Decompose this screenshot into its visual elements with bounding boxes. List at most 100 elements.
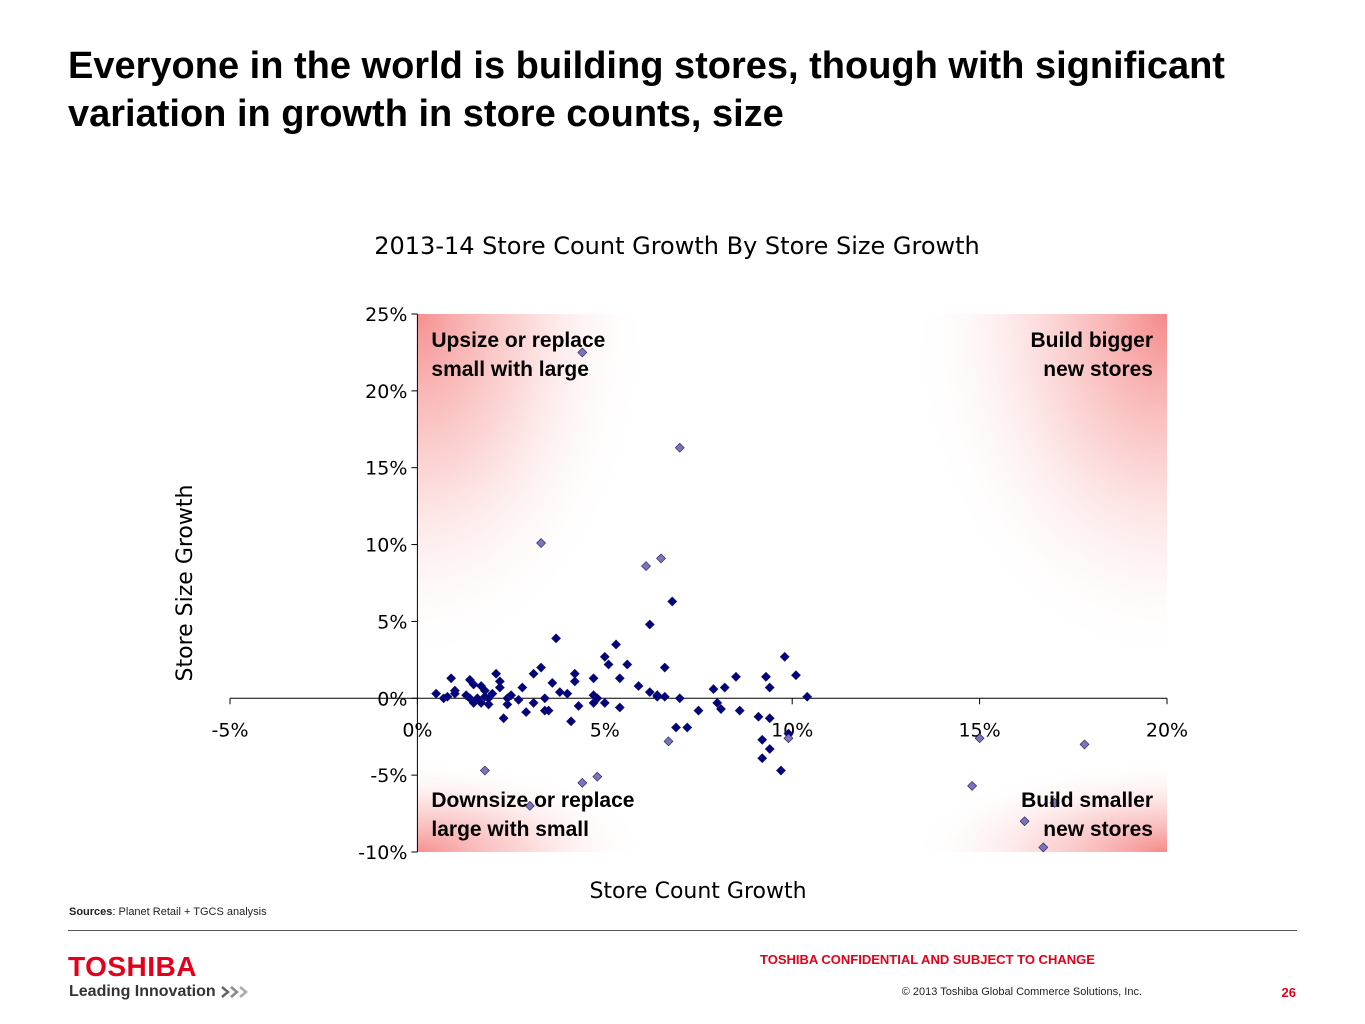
data-point-retailers — [734, 705, 745, 716]
data-point-retailers — [764, 713, 775, 724]
chevrons-icon — [220, 986, 248, 998]
data-point-retailers — [468, 679, 479, 690]
sources-note: Sources: Planet Retail + TGCS analysis — [69, 906, 267, 918]
data-point-retailers — [614, 702, 625, 713]
data-point-retailers — [536, 662, 547, 673]
data-point-retailers — [502, 699, 513, 710]
tagline-text: Leading Innovation — [69, 983, 216, 1000]
data-point-retailers — [716, 704, 726, 714]
data-point-retailers — [708, 684, 719, 694]
confidential-notice: TOSHIBA CONFIDENTIAL AND SUBJECT TO CHAN… — [760, 952, 1095, 967]
data-point-retailers — [757, 734, 768, 745]
data-point-retailers — [513, 694, 524, 705]
data-points — [431, 347, 1090, 853]
data-point-retailers — [764, 682, 775, 693]
data-point-outliers — [1019, 816, 1030, 827]
x-tick-label: 10% — [771, 719, 813, 741]
data-point-retailers — [674, 693, 685, 704]
toshiba-logo: TOSHIBA — [68, 951, 197, 982]
data-point-retailers — [498, 713, 509, 724]
data-point-retailers — [554, 687, 565, 698]
data-point-retailers — [599, 651, 610, 662]
quadrant-top-right — [908, 314, 1167, 668]
quadrant-label-bottom-right: new stores — [1043, 818, 1153, 841]
y-tick-label: 20% — [365, 381, 407, 403]
data-point-retailers — [671, 722, 681, 733]
data-point-outliers — [536, 538, 547, 548]
data-point-outliers — [577, 777, 588, 788]
data-point-retailers — [539, 693, 550, 704]
data-point-retailers — [764, 744, 775, 754]
quadrant-label-top-right: new stores — [1043, 358, 1153, 381]
y-tick-label: 10% — [365, 535, 407, 557]
data-point-retailers — [449, 688, 460, 699]
data-point-retailers — [644, 687, 655, 698]
y-tick-label: -10% — [358, 842, 407, 864]
slide-title-line1: Everyone in the world is building stores… — [68, 45, 1225, 87]
data-point-retailers — [547, 677, 558, 688]
data-point-retailers — [569, 676, 580, 687]
x-axis-title: Store Count Growth — [589, 879, 806, 904]
data-point-retailers — [652, 691, 663, 702]
data-point-outliers — [479, 765, 490, 776]
data-point-retailers — [442, 691, 453, 702]
data-point-retailers — [633, 681, 644, 691]
y-tick-label: -5% — [370, 765, 407, 787]
data-point-retailers — [476, 697, 487, 708]
quadrant-top-left — [417, 314, 650, 668]
data-point-outliers — [641, 561, 651, 572]
chart-title: 2013-14 Store Count Growth By Store Size… — [374, 232, 980, 260]
data-point-outliers — [783, 733, 794, 744]
data-point-outliers — [967, 780, 978, 791]
data-point-retailers — [517, 682, 528, 693]
data-point-retailers — [757, 753, 768, 764]
data-point-retailers — [543, 705, 554, 716]
data-point-retailers — [667, 596, 678, 607]
data-point-retailers — [644, 619, 655, 630]
data-point-outliers — [592, 771, 603, 782]
data-point-retailers — [712, 697, 723, 708]
page-number: 26 — [1281, 985, 1296, 1000]
data-point-retailers — [528, 697, 539, 708]
quadrant-label-top-right: Build bigger — [1031, 329, 1154, 352]
x-tick-label: 0% — [402, 719, 432, 741]
data-point-retailers — [592, 693, 603, 704]
data-point-retailers — [566, 716, 576, 727]
data-point-retailers — [431, 688, 442, 699]
x-tick-label: -5% — [212, 719, 249, 741]
quadrant-label-bottom-left: large with small — [431, 818, 589, 841]
data-point-outliers — [656, 553, 666, 564]
y-tick-label: 5% — [377, 611, 407, 633]
x-tick-label: 20% — [1146, 719, 1188, 741]
quadrant-labels: Upsize or replace small with large Build b… — [431, 329, 1153, 841]
quadrant-label-bottom-right: Build smaller — [1021, 789, 1153, 812]
data-point-retailers — [487, 688, 498, 699]
axes: -10% -5% 0% 5% 10% 15% 20% 25% -5% 0% 5% 10% 15% 20% — [212, 304, 1189, 864]
quadrant-bottom-right — [908, 759, 1167, 852]
data-point-retailers — [682, 722, 693, 733]
data-point-retailers — [776, 765, 786, 776]
data-point-outliers — [674, 442, 685, 453]
data-point-outliers — [1079, 739, 1090, 750]
data-point-retailers — [562, 688, 573, 699]
data-point-retailers — [611, 639, 621, 650]
tagline: Leading Innovation — [69, 983, 250, 1001]
data-point-retailers — [573, 701, 584, 711]
data-point-retailers — [614, 673, 625, 684]
data-point-retailers — [528, 668, 539, 679]
data-point-retailers — [761, 671, 771, 682]
data-point-retailers — [731, 671, 741, 682]
y-axis-title: Store Size Growth — [173, 485, 198, 682]
data-point-retailers — [483, 699, 494, 710]
data-point-outliers — [1038, 842, 1049, 853]
data-point-outliers — [524, 800, 535, 811]
data-point-retailers — [599, 697, 610, 708]
x-tick-label: 15% — [958, 719, 1000, 741]
sources-text: : Planet Retail + TGCS analysis — [112, 906, 267, 918]
data-point-retailers — [491, 668, 502, 679]
data-point-outliers — [663, 736, 674, 747]
data-point-retailers — [521, 707, 532, 718]
footer-divider — [68, 930, 1297, 931]
quadrant-label-top-left: Upsize or replace — [431, 329, 605, 352]
y-tick-label: 25% — [365, 304, 407, 326]
